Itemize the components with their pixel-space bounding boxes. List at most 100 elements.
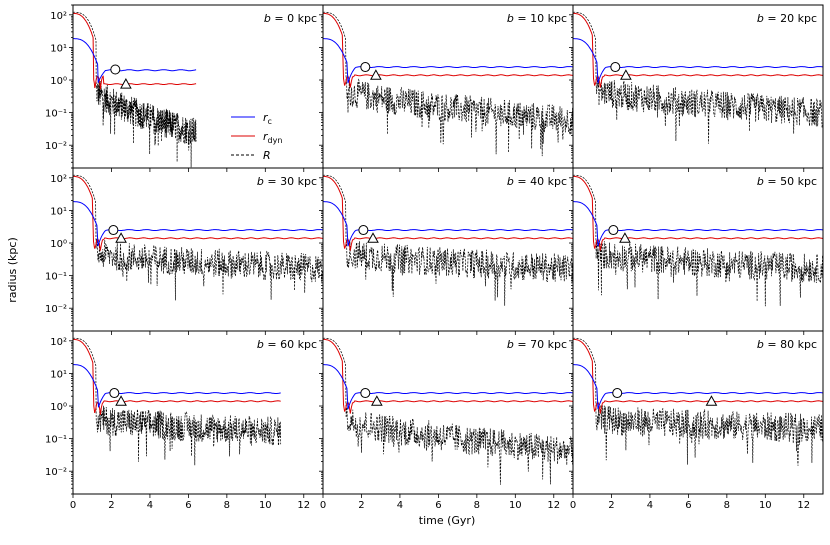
triangle-marker	[370, 69, 382, 80]
panel-label: b = 30 kpc	[257, 175, 317, 188]
x-tick-label: 10	[759, 500, 772, 511]
x-tick-label: 8	[224, 500, 230, 511]
legend-label-R: R	[263, 149, 271, 162]
triangle-marker	[115, 395, 127, 406]
circle-marker	[110, 64, 121, 75]
y-tick-label: 10⁻²	[45, 467, 67, 478]
panel-label: b = 80 kpc	[757, 338, 817, 351]
series-rc	[573, 38, 823, 84]
y-tick-label: 10¹	[50, 206, 67, 217]
panel-b50: b = 50 kpc	[569, 167, 824, 335]
panel-b10: b = 10 kpc	[319, 4, 574, 172]
triangle-marker	[115, 232, 127, 243]
series-R	[323, 174, 573, 306]
panel-b60: 10⁻² 10⁻¹ 10⁰ 10¹ 10² 0 2 4 6 8 10 12 b = 60 kpc	[45, 330, 324, 511]
y-tick-label: 10²	[50, 174, 67, 185]
x-tick-label: 2	[608, 500, 614, 511]
plot-area	[573, 337, 823, 466]
panel-b40: b = 40 kpc	[319, 167, 574, 335]
series-rc	[573, 201, 823, 247]
series-rdyn	[573, 12, 823, 88]
panel-b70: 0 2 4 6 8 10 12 b = 70 kpc	[319, 330, 574, 511]
panel-label: b = 50 kpc	[757, 175, 817, 188]
y-tick-label: 10⁻²	[45, 141, 67, 152]
panel-label: b = 20 kpc	[757, 12, 817, 25]
y-tick-label: 10⁰	[50, 239, 67, 250]
panel-b30: 10⁻² 10⁻¹ 10⁰ 10¹ 10² b = 30 kpc	[45, 167, 324, 335]
circle-marker	[360, 388, 371, 399]
series-R	[323, 337, 573, 485]
x-tick-label: 10	[259, 500, 272, 511]
x-tick-label: 0	[320, 500, 326, 511]
plot-area	[573, 11, 823, 144]
series-rdyn	[73, 338, 281, 415]
series-rdyn	[73, 175, 323, 251]
series-rc	[323, 201, 573, 247]
panel-frame	[572, 4, 824, 169]
plot-area	[573, 174, 823, 307]
panel-label: b = 10 kpc	[507, 12, 567, 25]
triangle-marker	[620, 69, 632, 80]
circle-marker	[612, 388, 623, 399]
series-rc	[73, 201, 323, 247]
circle-marker	[610, 62, 621, 73]
x-tick-label: 6	[685, 500, 691, 511]
series-rdyn	[73, 12, 197, 90]
plot-area	[323, 337, 573, 485]
series-R	[73, 174, 323, 301]
y-tick-label: 10⁻¹	[45, 109, 67, 120]
series-rc	[323, 38, 573, 84]
x-tick-label: 6	[435, 500, 441, 511]
plot-area	[73, 174, 323, 301]
y-tick-label: 10¹	[50, 369, 67, 380]
series-rc	[73, 364, 281, 408]
y-tick-label: 10⁻²	[45, 304, 67, 315]
plot-area	[323, 11, 573, 157]
plot-area	[323, 174, 573, 306]
y-tick-label: 10²	[50, 11, 67, 22]
panel-label: b = 70 kpc	[507, 338, 567, 351]
circle-marker	[358, 225, 369, 236]
x-tick-label: 0	[570, 500, 576, 511]
circle-marker	[108, 225, 119, 236]
series-rdyn	[323, 12, 573, 88]
panel-label: b = 0 kpc	[264, 12, 317, 25]
x-tick-label: 12	[297, 500, 310, 511]
legend-label-rdyn: rdyn	[263, 130, 282, 145]
triangle-marker	[619, 232, 631, 243]
legend-label-rc: rc	[263, 111, 272, 126]
panel-b0: 10⁻² 10⁻¹ 10⁰ 10¹ 10² b = 0 kpc rc rdyn R	[45, 4, 324, 172]
x-tick-label: 2	[358, 500, 364, 511]
x-tick-label: 4	[647, 500, 653, 511]
panel-frame	[572, 330, 824, 495]
triangle-marker	[370, 395, 383, 406]
series-rdyn	[573, 175, 823, 251]
x-tick-label: 6	[185, 500, 191, 511]
panel-frame	[572, 167, 824, 332]
y-axis-label: radius (kpc)	[6, 237, 19, 302]
series-rc	[573, 364, 823, 410]
y-tick-label: 10¹	[50, 43, 67, 54]
panel-label: b = 40 kpc	[507, 175, 567, 188]
panel-frame	[72, 4, 324, 169]
series-R	[73, 337, 282, 466]
x-tick-label: 2	[108, 500, 114, 511]
x-tick-label: 12	[797, 500, 810, 511]
circle-marker	[109, 388, 120, 399]
x-tick-label: 12	[547, 500, 560, 511]
series-R	[573, 174, 823, 307]
series-rdyn	[323, 175, 573, 251]
y-tick-label: 10⁰	[50, 402, 67, 413]
panel-label: b = 60 kpc	[257, 338, 317, 351]
x-tick-label: 10	[509, 500, 522, 511]
triangle-marker	[705, 395, 718, 406]
plot-area	[73, 337, 282, 466]
x-tick-label: 4	[397, 500, 403, 511]
panel-b80: 0 2 4 6 8 10 12 b = 80 kpc	[569, 330, 824, 511]
panel-frame	[322, 167, 574, 332]
panel-frame	[72, 167, 324, 332]
triangle-marker	[367, 232, 379, 243]
series-R	[323, 11, 573, 157]
legend: rc rdyn R	[231, 111, 282, 162]
